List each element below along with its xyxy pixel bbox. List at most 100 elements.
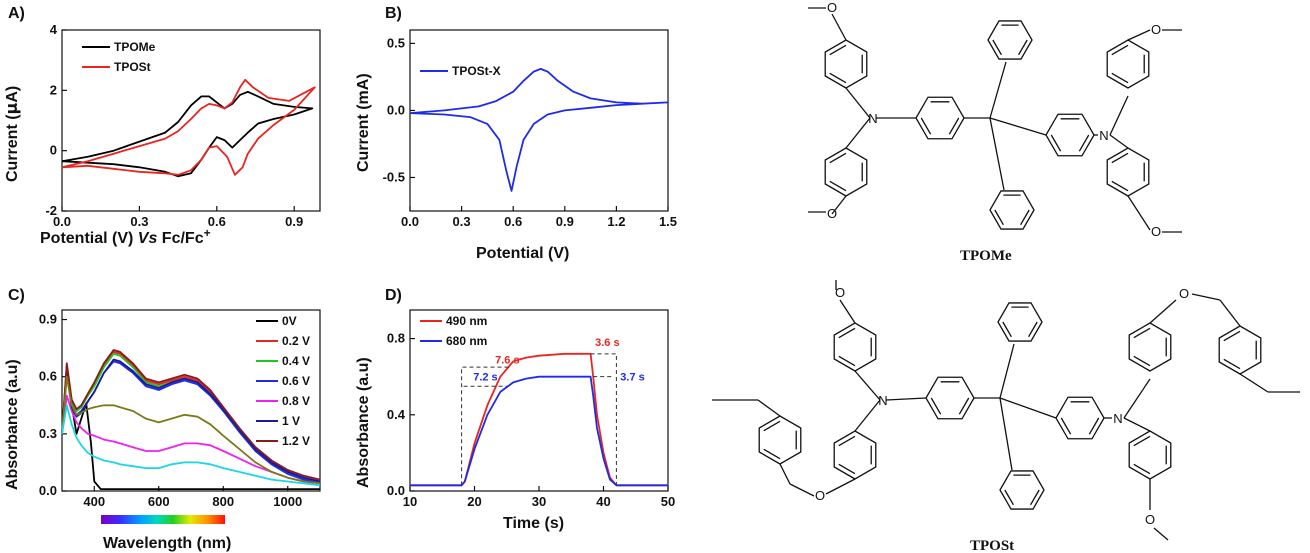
x-tick-label: 50 xyxy=(661,494,675,509)
double-bond xyxy=(1060,417,1072,435)
atom-label: O xyxy=(815,488,825,503)
series-line-c-6 xyxy=(61,349,321,481)
x-tick-label: 10 xyxy=(403,494,417,509)
bond-line xyxy=(885,397,927,401)
series-line-d-1 xyxy=(410,375,668,487)
chart-d: 10 20 30 40 50 0.0 0.4 0.8 490 nm 680 nm 7.6 s 3.6 … xyxy=(387,309,675,509)
benzene-ring xyxy=(1128,322,1172,372)
legend-entry: 1.2 V xyxy=(282,434,310,448)
benzene-ring xyxy=(987,20,1033,60)
series-line-c-4 xyxy=(61,394,321,485)
x-tick-label: 1.5 xyxy=(659,214,677,229)
atom-label: O xyxy=(1179,286,1189,301)
benzene-ring xyxy=(999,470,1045,510)
panel-label-d: D) xyxy=(385,287,402,304)
benzene-ring xyxy=(1055,396,1105,440)
bond-line xyxy=(845,117,871,149)
guide-dash-fall xyxy=(590,353,617,486)
benzene-ring xyxy=(997,302,1043,342)
chart-b-ylabel: Current (mA) xyxy=(355,73,372,172)
bond-line xyxy=(1123,417,1151,432)
bond-line xyxy=(779,463,791,485)
bond-line xyxy=(757,399,781,417)
double-bond xyxy=(1111,152,1129,164)
y-tick-label: 0.6 xyxy=(39,369,57,384)
benzene-ring xyxy=(1218,325,1262,375)
double-bond xyxy=(763,448,781,460)
double-bond xyxy=(1111,180,1129,192)
atom-label: O xyxy=(827,206,837,221)
bond-line xyxy=(1127,29,1151,41)
annotation-label: 3.7 s xyxy=(620,371,644,383)
benzene-ring xyxy=(758,415,802,465)
chart-a-ylabel-mu: μ xyxy=(2,102,21,114)
legend-entry: TPOSt-X xyxy=(452,64,501,78)
y-tick-label: 0.4 xyxy=(387,407,406,422)
double-bond xyxy=(958,397,970,415)
x-tick-label: 0.9 xyxy=(556,214,574,229)
double-bond xyxy=(1111,72,1129,84)
double-bond xyxy=(838,463,856,475)
series-line-d-0 xyxy=(410,352,668,487)
double-bond xyxy=(1223,358,1241,370)
x-tick-label: 800 xyxy=(212,494,234,509)
chart-a-ylabel-pre: Current ( xyxy=(4,114,21,182)
bond-line xyxy=(854,370,881,401)
y-tick-label: 0.9 xyxy=(39,312,57,327)
chart-a: 0.0 0.3 0.6 0.9 -2 0 2 4 TPOMe TPOSt xyxy=(45,22,321,229)
y-tick-label: 4 xyxy=(50,22,58,37)
double-bond xyxy=(1002,321,1012,338)
atom-label: N xyxy=(878,393,887,408)
wavelength-colorbar xyxy=(101,515,225,524)
double-bond xyxy=(948,117,960,135)
bond-line xyxy=(1191,293,1221,301)
atom-label: N xyxy=(868,111,877,126)
y-tick-label: 0.0 xyxy=(39,483,57,498)
y-tick-label: 2 xyxy=(50,82,57,97)
y-tick-label: 0.0 xyxy=(387,483,405,498)
x-tick-label: 600 xyxy=(148,494,170,509)
double-bond xyxy=(763,420,781,432)
legend-entry: TPOSt xyxy=(114,60,151,74)
bond-line xyxy=(1219,299,1241,327)
double-bond xyxy=(1018,39,1028,56)
double-bond xyxy=(838,355,856,367)
benzene-ring xyxy=(1106,39,1150,89)
x-tick-label: 0.0 xyxy=(53,214,71,229)
legend-entry: 0.2 V xyxy=(282,334,310,348)
bond-line xyxy=(831,13,847,41)
bond-line xyxy=(1149,299,1177,324)
annotation-label: 7.2 s xyxy=(473,371,497,383)
x-tick-label: 40 xyxy=(596,494,610,509)
atom-label: O xyxy=(827,0,837,15)
series-line-c-7 xyxy=(61,375,321,485)
double-bond xyxy=(829,152,847,164)
double-bond xyxy=(1133,327,1151,339)
bond-line xyxy=(854,399,881,432)
benzene-ring xyxy=(915,96,965,140)
double-bond xyxy=(1133,355,1151,367)
x-tick-label: 0.9 xyxy=(285,214,303,229)
bond-line xyxy=(1127,195,1151,231)
double-bond xyxy=(1223,330,1241,342)
double-bond xyxy=(1050,134,1062,152)
bond-line xyxy=(1109,95,1129,136)
chart-d-xlabel: Time (s) xyxy=(503,515,564,532)
double-bond xyxy=(829,72,847,84)
panel-label-a: A) xyxy=(8,5,25,22)
benzene-ring xyxy=(989,190,1035,230)
bond-line xyxy=(999,397,1057,419)
x-tick-label: 400 xyxy=(83,494,105,509)
bond-line xyxy=(1153,527,1169,541)
x-tick-label: 30 xyxy=(532,494,546,509)
x-tick-label: 0.6 xyxy=(208,214,226,229)
bond-line xyxy=(839,299,856,324)
chart-a-xlabel-post: Fc/Fc xyxy=(157,230,203,247)
double-bond xyxy=(1028,321,1038,338)
bond-line xyxy=(845,87,871,119)
chart-a-ylabel-post: A) xyxy=(4,86,21,103)
chart-c-xlabel: Wavelength (nm) xyxy=(103,535,231,552)
chart-c: 400 600 800 1000 0.0 0.3 0.6 0.9 0V 0.2 V 0.4 V 0.6… xyxy=(39,309,321,509)
bond-line xyxy=(1239,373,1269,393)
chart-a-xlabel: Potential (V) Vs Fc/Fc+ xyxy=(40,226,211,247)
